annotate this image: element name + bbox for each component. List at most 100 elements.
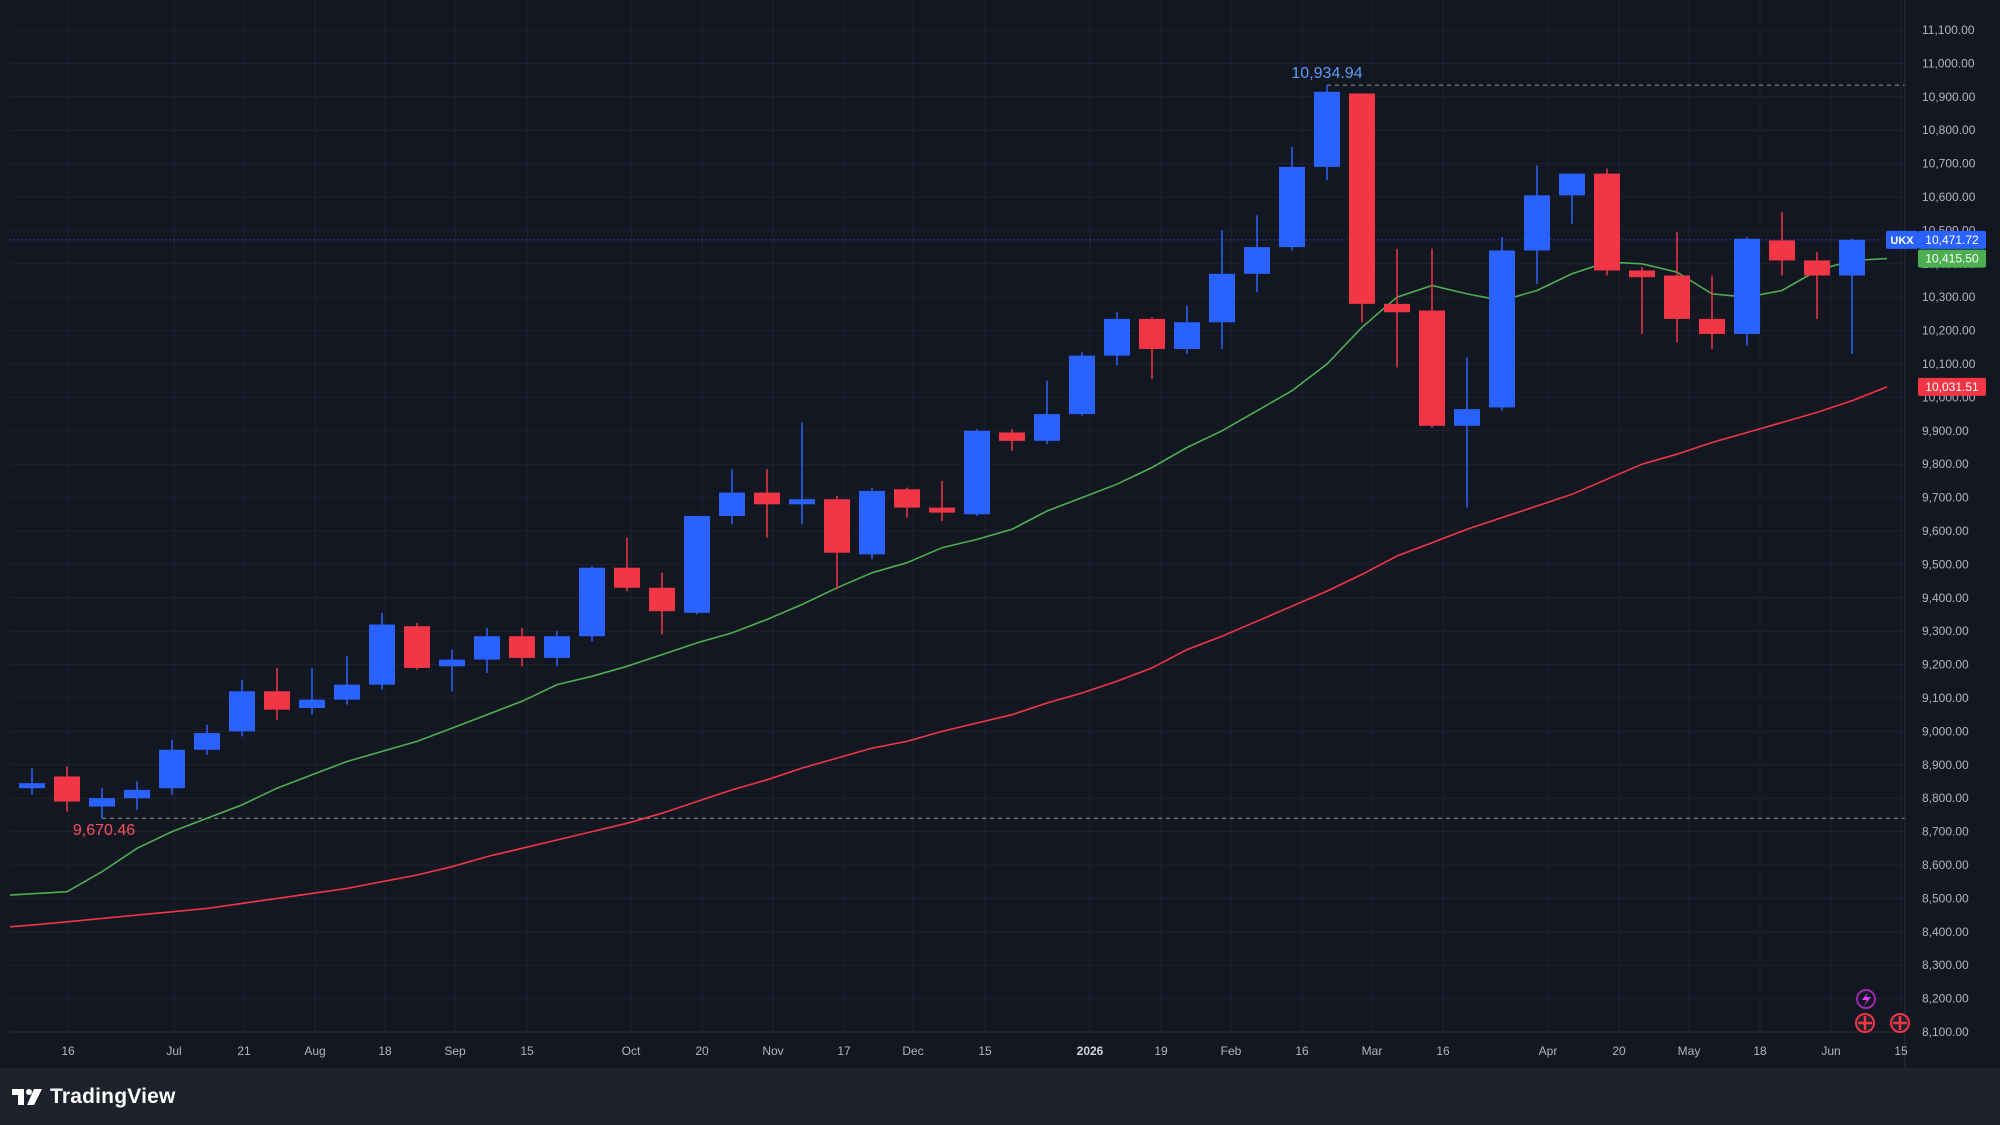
candle-body bbox=[89, 798, 115, 807]
time-tick-label: Jun bbox=[1821, 1044, 1840, 1058]
price-tick-label: 9,400.00 bbox=[1922, 591, 1969, 605]
price-tick-label: 8,300.00 bbox=[1922, 958, 1969, 972]
candle-body bbox=[1244, 247, 1270, 274]
candle bbox=[789, 422, 815, 525]
lightning-icon[interactable] bbox=[1856, 989, 1876, 1009]
price-tag-value: 10,415.50 bbox=[1925, 252, 1979, 266]
candle bbox=[369, 612, 395, 690]
candle-body bbox=[544, 636, 570, 658]
price-tick-label: 9,500.00 bbox=[1922, 557, 1969, 571]
uk-flag-cross bbox=[1893, 1016, 1907, 1030]
candle bbox=[1034, 380, 1060, 445]
price-tag-value: 10,471.72 bbox=[1925, 233, 1979, 247]
candle bbox=[264, 667, 290, 720]
candle bbox=[1279, 146, 1305, 251]
candle bbox=[89, 788, 115, 819]
candle-body bbox=[159, 749, 185, 789]
candle bbox=[299, 667, 325, 715]
moving-averages bbox=[9, 257, 1888, 928]
candle bbox=[614, 537, 640, 592]
price-tag-bg bbox=[1918, 230, 1986, 249]
time-tick-label: Dec bbox=[902, 1044, 923, 1058]
price-tick-label: 8,500.00 bbox=[1922, 891, 1969, 905]
event-icons bbox=[1855, 989, 1910, 1033]
price-axis[interactable] bbox=[1905, 0, 2000, 1068]
candle bbox=[1244, 215, 1270, 293]
price-tick-label: 10,600.00 bbox=[1922, 190, 1976, 204]
candle-body bbox=[1314, 91, 1340, 167]
candle bbox=[1489, 237, 1515, 411]
price-tick-label: 10,900.00 bbox=[1922, 90, 1976, 104]
candle-body bbox=[19, 783, 45, 789]
candle-body bbox=[404, 626, 430, 668]
time-tick-label: 18 bbox=[1753, 1044, 1767, 1058]
candle-body bbox=[929, 507, 955, 513]
price-tick-label: 10,700.00 bbox=[1922, 157, 1976, 171]
candle-body bbox=[754, 492, 780, 505]
tradingview-logo[interactable]: TradingView bbox=[12, 1085, 176, 1109]
price-tag-bg bbox=[1918, 377, 1986, 396]
candle bbox=[229, 679, 255, 737]
candles bbox=[19, 85, 1865, 819]
candle bbox=[579, 566, 605, 642]
candle-body bbox=[1384, 303, 1410, 313]
candle-body bbox=[1839, 239, 1865, 276]
time-tick-label: Mar bbox=[1362, 1044, 1383, 1058]
candle bbox=[684, 515, 710, 615]
time-tick-label: 20 bbox=[695, 1044, 709, 1058]
price-tag-value: 10,031.51 bbox=[1925, 380, 1979, 394]
price-tag: UKX 10,471.72 bbox=[1886, 230, 1986, 249]
candle-body bbox=[509, 636, 535, 658]
grid-lines bbox=[10, 0, 1905, 1033]
price-tick-label: 11,100.00 bbox=[1922, 23, 1975, 37]
extreme-labels: 10,934.94 9,670.46 bbox=[73, 65, 1363, 839]
time-tick-label: 2026 bbox=[1077, 1044, 1104, 1058]
candle bbox=[54, 766, 80, 812]
time-tick-label: Sep bbox=[444, 1044, 466, 1058]
candle bbox=[964, 429, 990, 516]
candle-body bbox=[579, 567, 605, 637]
candle-body bbox=[1804, 260, 1830, 276]
time-tick-label: 20 bbox=[1612, 1044, 1626, 1058]
time-tick-label: 16 bbox=[61, 1044, 75, 1058]
candle-body bbox=[299, 699, 325, 709]
candle-body bbox=[719, 492, 745, 516]
candle bbox=[1594, 168, 1620, 276]
price-tick-label: 8,100.00 bbox=[1922, 1025, 1969, 1039]
candle-body bbox=[999, 432, 1025, 441]
time-tick-label: 15 bbox=[520, 1044, 534, 1058]
candle bbox=[194, 724, 220, 755]
price-tick-label: 9,900.00 bbox=[1922, 424, 1969, 438]
candle bbox=[1139, 317, 1165, 380]
candle-body bbox=[439, 659, 465, 667]
candle bbox=[474, 627, 500, 673]
price-tick-label: 10,100.00 bbox=[1922, 357, 1976, 371]
candle bbox=[649, 572, 675, 635]
candle bbox=[1769, 212, 1795, 276]
candle bbox=[1699, 275, 1725, 349]
footer-bar: TradingView bbox=[0, 1068, 2000, 1125]
candle-body bbox=[1279, 166, 1305, 248]
time-tick-label: 16 bbox=[1295, 1044, 1309, 1058]
candle bbox=[824, 495, 850, 590]
candle-body bbox=[1034, 414, 1060, 441]
candle bbox=[894, 487, 920, 518]
ma-slow-line bbox=[9, 386, 1888, 928]
candle-body bbox=[614, 567, 640, 588]
high-label: 10,934.94 bbox=[1291, 65, 1362, 82]
candle-body bbox=[1349, 93, 1375, 304]
uk-flag-cross bbox=[1858, 1016, 1872, 1030]
candle bbox=[1524, 165, 1550, 284]
candle bbox=[754, 469, 780, 538]
candle bbox=[1069, 352, 1095, 416]
candlestick-chart[interactable]: 10,934.94 9,670.46 8,100.00 8,200.00 8,300.… bbox=[0, 0, 2000, 1068]
candle bbox=[719, 469, 745, 525]
candle bbox=[929, 480, 955, 521]
price-tick-label: 9,800.00 bbox=[1922, 457, 1969, 471]
candle bbox=[159, 739, 185, 795]
candle-body bbox=[54, 776, 80, 802]
price-tick-label: 9,100.00 bbox=[1922, 691, 1969, 705]
price-tag-symbol: UKX bbox=[1890, 235, 1914, 247]
price-tag: 10,415.50 bbox=[1918, 249, 1986, 268]
